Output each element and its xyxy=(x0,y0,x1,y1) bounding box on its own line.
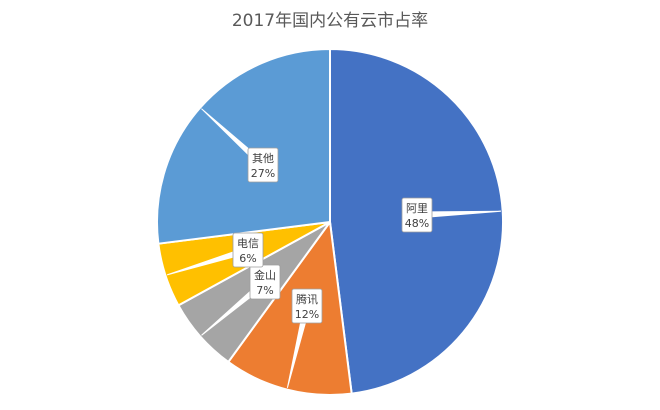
data-label-ali: 阿里 48% xyxy=(401,197,501,233)
value-label: 12% xyxy=(295,308,319,321)
data-label-tencent: 腾讯 12% xyxy=(286,288,323,389)
value-label: 27% xyxy=(251,167,275,180)
value-label: 6% xyxy=(239,252,256,265)
category-label: 其他 xyxy=(252,152,274,165)
category-label: 电信 xyxy=(237,237,259,250)
label-box xyxy=(401,197,433,233)
data-label-dianxin: 电信 6% xyxy=(166,232,264,276)
category-label: 阿里 xyxy=(406,202,428,215)
value-label: 7% xyxy=(256,284,273,297)
data-label-jinshan: 金山 7% xyxy=(201,264,281,336)
data-label-other: 其他 27% xyxy=(201,108,279,183)
category-label: 腾讯 xyxy=(296,292,318,306)
label-box xyxy=(249,264,281,300)
pie-slice-tencent xyxy=(226,219,353,397)
value-label: 48% xyxy=(405,217,429,230)
chart-title: 2017年国内公有云市占率 xyxy=(231,11,429,31)
label-box xyxy=(247,147,279,183)
label-box xyxy=(232,232,264,268)
label-box xyxy=(291,288,323,324)
category-label: 金山 xyxy=(254,268,276,282)
